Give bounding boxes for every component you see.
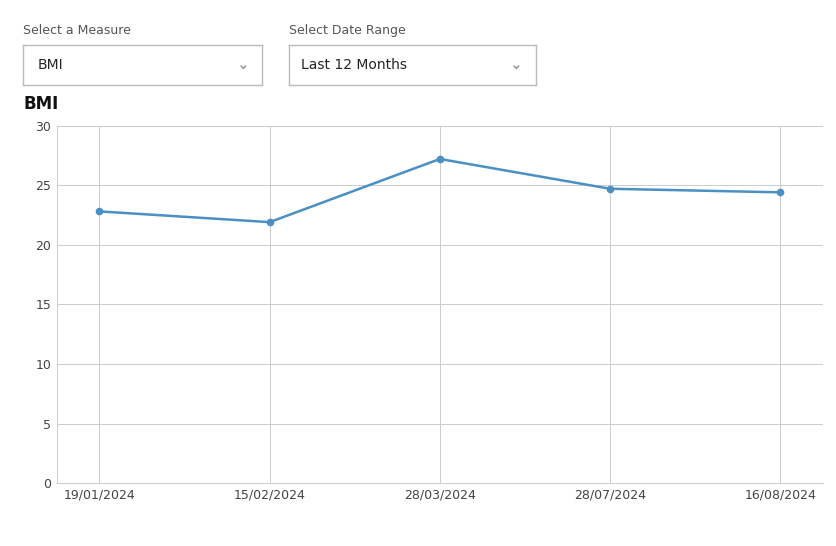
Text: BMI: BMI	[23, 95, 59, 113]
Text: Last 12 Months: Last 12 Months	[301, 58, 406, 72]
Text: BMI: BMI	[38, 58, 64, 72]
Text: Select a Measure: Select a Measure	[23, 24, 131, 37]
Text: Select Date Range: Select Date Range	[288, 24, 405, 37]
Text: ⌄: ⌄	[509, 57, 522, 73]
Text: ⌄: ⌄	[237, 57, 249, 73]
